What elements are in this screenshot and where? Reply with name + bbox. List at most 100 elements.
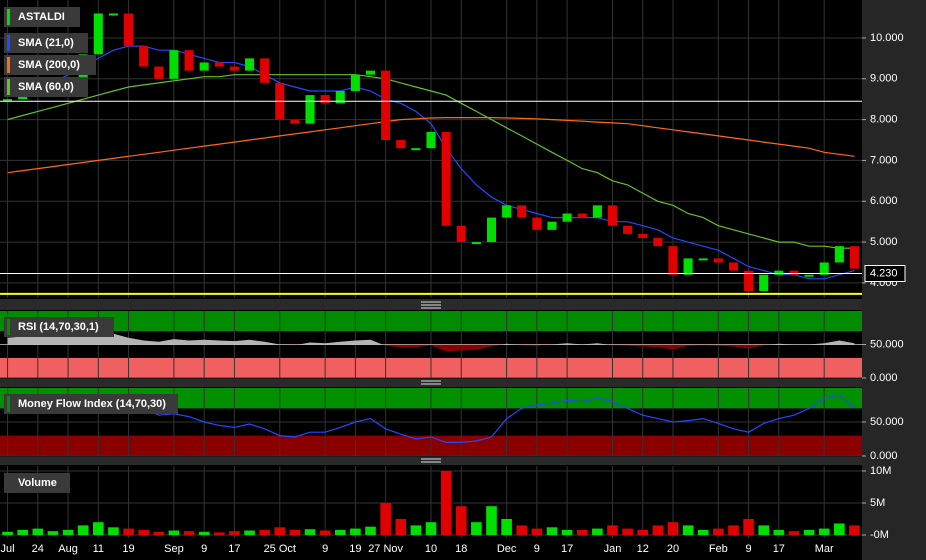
volume-bar bbox=[289, 529, 301, 535]
candle bbox=[305, 95, 315, 124]
candle bbox=[260, 58, 270, 83]
volume-bar bbox=[637, 529, 649, 535]
volume-bar bbox=[62, 529, 74, 535]
legend-swatch bbox=[7, 79, 10, 95]
legend-label: RSI (14,70,30,1) bbox=[18, 321, 99, 333]
volume-bar bbox=[183, 531, 195, 535]
x-tick-label: Jul bbox=[1, 543, 15, 555]
candle bbox=[517, 205, 527, 218]
legend-box bbox=[4, 473, 70, 493]
x-tick-label: 17 bbox=[228, 543, 240, 555]
legend-swatch bbox=[7, 57, 10, 73]
candle bbox=[396, 140, 406, 149]
volume-bar bbox=[229, 531, 240, 535]
candle bbox=[683, 258, 693, 275]
candle bbox=[320, 95, 330, 104]
candle bbox=[184, 50, 194, 71]
volume-bar bbox=[713, 528, 724, 535]
volume-bar bbox=[546, 527, 558, 535]
x-tick-label: 19 bbox=[349, 543, 361, 555]
legend-label: Volume bbox=[18, 477, 57, 489]
candle bbox=[607, 205, 618, 226]
volume-bar bbox=[123, 528, 134, 535]
legend-swatch bbox=[7, 396, 10, 412]
rsi-area-above bbox=[7, 332, 855, 345]
volume-bar bbox=[728, 525, 739, 535]
legend-box bbox=[4, 7, 80, 27]
volume-bar bbox=[198, 531, 210, 535]
x-tick-label: 20 bbox=[667, 543, 679, 555]
candle bbox=[502, 205, 512, 218]
candle bbox=[532, 217, 542, 230]
legend-label: SMA (21,0) bbox=[18, 37, 74, 49]
y-tick-label: -0M bbox=[870, 529, 889, 541]
volume-bar bbox=[334, 529, 346, 535]
volume-bar bbox=[365, 526, 376, 535]
volume-bar bbox=[803, 529, 815, 535]
candle bbox=[653, 237, 663, 247]
candle bbox=[426, 131, 436, 149]
volume-bar bbox=[607, 525, 618, 535]
legend-swatch bbox=[7, 35, 10, 51]
handles bbox=[421, 301, 441, 463]
legend-label: SMA (60,0) bbox=[18, 81, 74, 93]
candle bbox=[834, 246, 844, 263]
volume-bar bbox=[516, 525, 528, 535]
volume-bar bbox=[501, 518, 512, 535]
candle bbox=[124, 13, 134, 47]
volume-bar bbox=[592, 528, 603, 535]
volume-bar bbox=[425, 522, 437, 535]
y-tick-label: 50.000 bbox=[870, 338, 904, 350]
volume-bar bbox=[32, 528, 44, 535]
candle bbox=[169, 50, 179, 79]
volume-bar bbox=[576, 529, 588, 535]
candle bbox=[804, 274, 814, 277]
candle bbox=[365, 70, 376, 75]
separator[interactable] bbox=[0, 457, 862, 465]
candle bbox=[3, 99, 13, 102]
x-tick-label: 25 Oct bbox=[264, 543, 296, 555]
candle bbox=[290, 119, 300, 124]
legend-label: SMA (200,0) bbox=[18, 59, 80, 71]
candle bbox=[819, 262, 829, 275]
volume-bar bbox=[47, 531, 59, 535]
candle bbox=[668, 246, 678, 275]
candle bbox=[471, 242, 481, 245]
volume-bar bbox=[274, 527, 286, 535]
candle bbox=[214, 62, 224, 67]
volume-bar bbox=[77, 525, 89, 535]
candle bbox=[713, 258, 723, 263]
y-tick-label: 50.000 bbox=[870, 416, 904, 428]
volume-bar bbox=[561, 529, 573, 535]
sma-line bbox=[7, 74, 855, 249]
legend-box bbox=[4, 33, 88, 53]
x-tick-label: 9 bbox=[746, 543, 752, 555]
candle bbox=[244, 58, 255, 71]
y-tick-label: 5M bbox=[870, 497, 885, 509]
x-tick-label: Jan bbox=[604, 543, 622, 555]
x-tick-label: 12 bbox=[637, 543, 649, 555]
candle bbox=[592, 205, 602, 218]
volume-bar bbox=[259, 529, 270, 535]
x-tick-label: 9 bbox=[322, 543, 328, 555]
volume-bar bbox=[743, 518, 754, 535]
x-tick-label: 19 bbox=[122, 543, 134, 555]
volume-bar bbox=[531, 528, 543, 535]
candle bbox=[744, 270, 754, 292]
x-tick-label: Feb bbox=[709, 543, 728, 555]
separator[interactable] bbox=[0, 379, 862, 387]
x-tick-label: 18 bbox=[455, 543, 467, 555]
candle bbox=[93, 13, 103, 55]
volume-bar bbox=[622, 528, 633, 535]
price-box bbox=[864, 265, 906, 283]
y-tick-label: 6.000 bbox=[870, 195, 898, 207]
volume-bar bbox=[17, 529, 28, 535]
volume-bar bbox=[2, 531, 13, 535]
candle bbox=[774, 270, 784, 275]
y-tick-label: 5.000 bbox=[870, 236, 898, 248]
candle bbox=[139, 46, 149, 67]
y-tick-label: 10M bbox=[870, 465, 891, 477]
candle bbox=[108, 13, 118, 16]
y-tick-label: 8.000 bbox=[870, 114, 898, 126]
